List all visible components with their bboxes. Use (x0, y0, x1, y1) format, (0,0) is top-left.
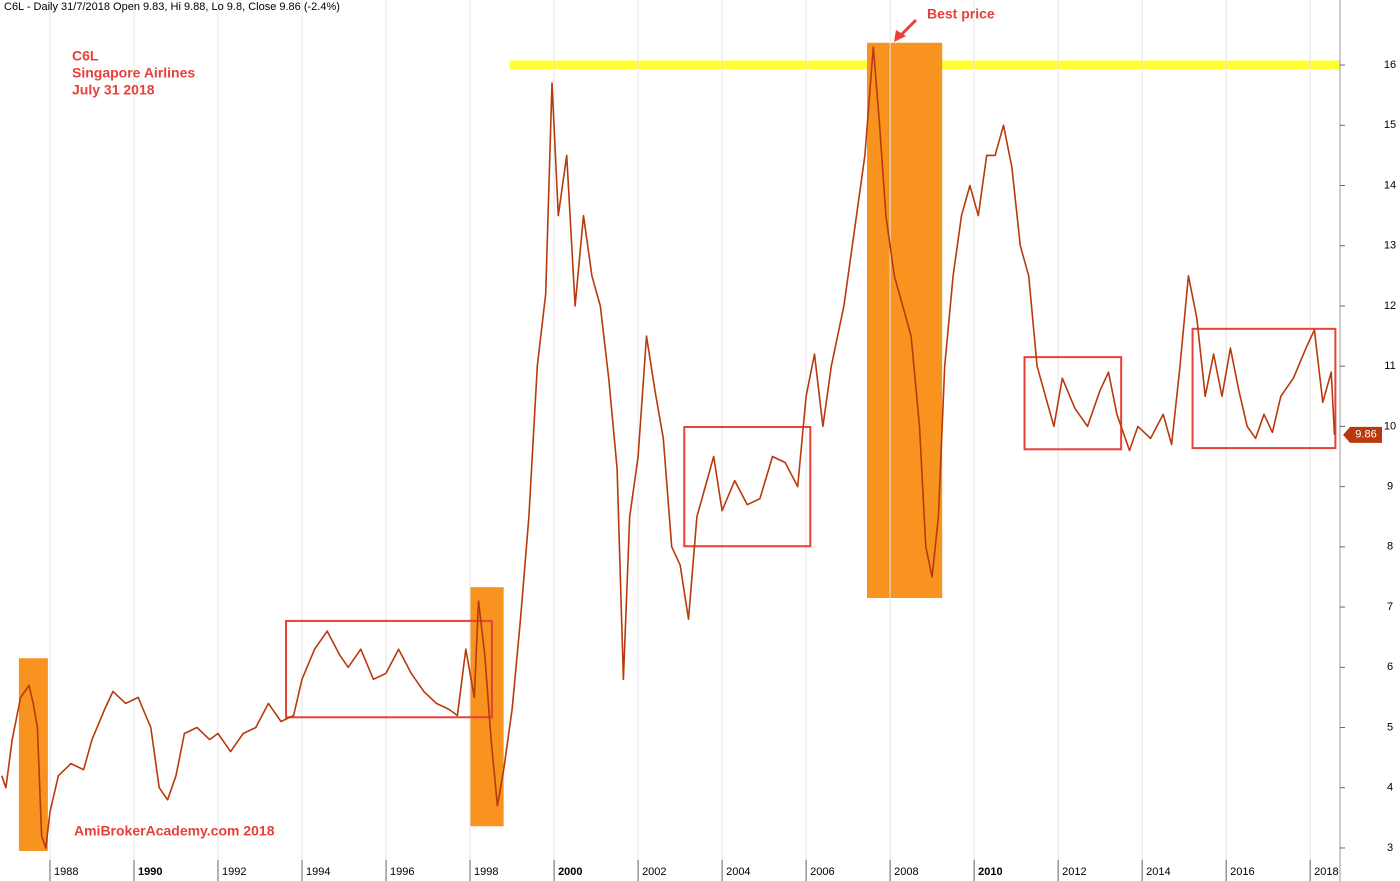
x-tick-label: 2004 (726, 866, 750, 878)
y-tick-label: 7 (1387, 601, 1393, 613)
x-tick-label: 1992 (222, 866, 246, 878)
y-tick-label: 3 (1387, 842, 1393, 854)
range-box (683, 425, 812, 548)
annotation: C6L (72, 48, 99, 64)
range-box (1023, 356, 1123, 451)
y-tick-label: 15 (1384, 119, 1396, 131)
callout: Best price (927, 6, 995, 22)
y-tick-label: 13 (1384, 240, 1396, 252)
x-tick-label: 2008 (894, 866, 918, 878)
header: C6L - Daily 31/7/2018 Open 9.83, Hi 9.88… (4, 1, 340, 13)
x-tick-label: 2014 (1146, 866, 1170, 878)
y-tick-label: 4 (1387, 782, 1393, 794)
x-tick-label: 2010 (978, 866, 1002, 878)
y-tick-label: 11 (1384, 360, 1395, 372)
x-tick-label: 2002 (642, 866, 666, 878)
x-tick-label: 2000 (558, 866, 582, 878)
highlight-band (18, 658, 48, 851)
y-tick-label: 9 (1387, 481, 1393, 493)
grid-layer: 1988 1990 1992 1994 1996 1998 2000 2002 2004 2006… (49, 0, 1396, 881)
y-tick-label: 14 (1384, 179, 1396, 191)
overlay-layer (18, 42, 1340, 851)
y-tick-label: 16 (1384, 59, 1396, 71)
x-tick-label: 1994 (306, 866, 330, 878)
annotation: Singapore Airlines (72, 65, 195, 81)
x-tick-label: 2016 (1230, 866, 1254, 878)
y-tick-label: 6 (1387, 661, 1393, 673)
last-value-label: 9.86 (1355, 429, 1376, 441)
y-tick-label: 10 (1384, 420, 1396, 432)
range-box (285, 619, 493, 719)
annotation: July 31 2018 (72, 82, 155, 98)
y-tick-label: 12 (1384, 300, 1396, 312)
x-tick-label: 2018 (1314, 866, 1338, 878)
watermark: AmiBrokerAcademy.com 2018 (74, 823, 275, 839)
x-tick-label: 1988 (54, 866, 78, 878)
x-tick-label: 2012 (1062, 866, 1086, 878)
x-tick-label: 1996 (390, 866, 414, 878)
plot-layer: 9.86 (0, 46, 1382, 849)
label-layer: C6L - Daily 31/7/2018 Open 9.83, Hi 9.88… (4, 1, 995, 839)
last-value-badge (1343, 426, 1382, 443)
x-tick-label: 1998 (474, 866, 498, 878)
range-box (1191, 327, 1337, 450)
price-line (0, 46, 1336, 849)
y-tick-label: 5 (1387, 721, 1393, 733)
y-tick-label: 8 (1387, 541, 1393, 553)
callout-arrowhead (894, 30, 906, 42)
highlight-band (867, 42, 943, 599)
highlight-band (470, 587, 504, 827)
x-tick-label: 2006 (810, 866, 834, 878)
x-tick-label: 1990 (138, 866, 162, 878)
